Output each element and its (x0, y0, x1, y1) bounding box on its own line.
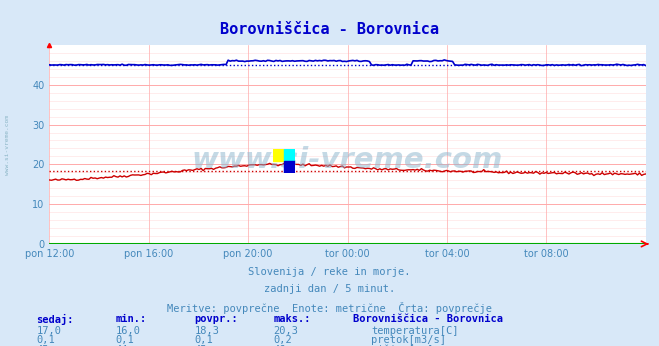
Text: 18,3: 18,3 (194, 326, 219, 336)
Text: 0,2: 0,2 (273, 335, 292, 345)
Bar (285, 149, 295, 161)
Text: 45: 45 (36, 345, 49, 346)
Text: 0,1: 0,1 (115, 335, 134, 345)
Text: Slovenija / reke in morje.: Slovenija / reke in morje. (248, 267, 411, 277)
Text: 0,1: 0,1 (36, 335, 55, 345)
Text: zadnji dan / 5 minut.: zadnji dan / 5 minut. (264, 284, 395, 294)
Text: min.:: min.: (115, 314, 146, 324)
Bar (273, 149, 285, 161)
Text: Borovniščica - Borovnica: Borovniščica - Borovnica (220, 22, 439, 37)
Text: temperatura[C]: temperatura[C] (371, 326, 459, 336)
Text: www.si-vreme.com: www.si-vreme.com (192, 146, 503, 174)
Text: 16,0: 16,0 (115, 326, 140, 336)
Text: www.si-vreme.com: www.si-vreme.com (5, 115, 11, 175)
Text: višina[cm]: višina[cm] (371, 345, 434, 346)
Text: sedaj:: sedaj: (36, 314, 74, 325)
Text: 0,1: 0,1 (194, 335, 213, 345)
Text: pretok[m3/s]: pretok[m3/s] (371, 335, 446, 345)
Text: Borovniščica - Borovnica: Borovniščica - Borovnica (353, 314, 503, 324)
Text: 46: 46 (273, 345, 286, 346)
Text: 44: 44 (115, 345, 128, 346)
Text: 45: 45 (194, 345, 207, 346)
Text: 17,0: 17,0 (36, 326, 61, 336)
Text: Meritve: povprečne  Enote: metrične  Črta: povprečje: Meritve: povprečne Enote: metrične Črta:… (167, 302, 492, 314)
Text: maks.:: maks.: (273, 314, 311, 324)
Text: 20,3: 20,3 (273, 326, 299, 336)
Bar (285, 161, 295, 173)
Text: povpr.:: povpr.: (194, 314, 238, 324)
